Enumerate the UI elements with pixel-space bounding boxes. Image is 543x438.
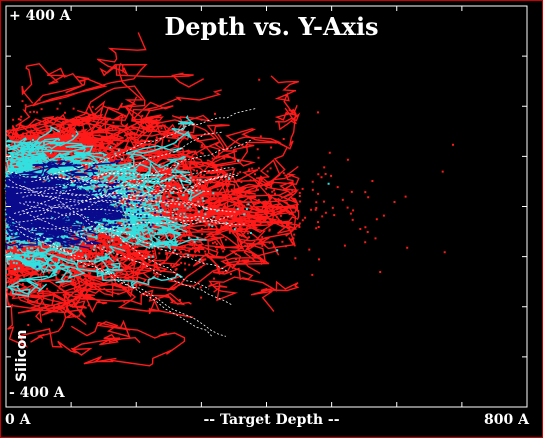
y-max-label: + 400 A [9, 8, 71, 24]
target-material-label: Silicon [14, 329, 30, 382]
series-0-points [6, 171, 168, 268]
x-axis-label: -- Target Depth -- [203, 412, 340, 428]
y-min-label: - 400 A [9, 385, 65, 401]
series-layer [3, 32, 454, 367]
axis-ticks [5, 5, 528, 408]
chart-title: Depth vs. Y-Axis [164, 12, 379, 41]
x-max-label: 800 A [484, 412, 529, 428]
recoil-trajectories [7, 108, 257, 338]
series-1-points [6, 134, 330, 287]
x-min-label: 0 A [5, 412, 31, 428]
